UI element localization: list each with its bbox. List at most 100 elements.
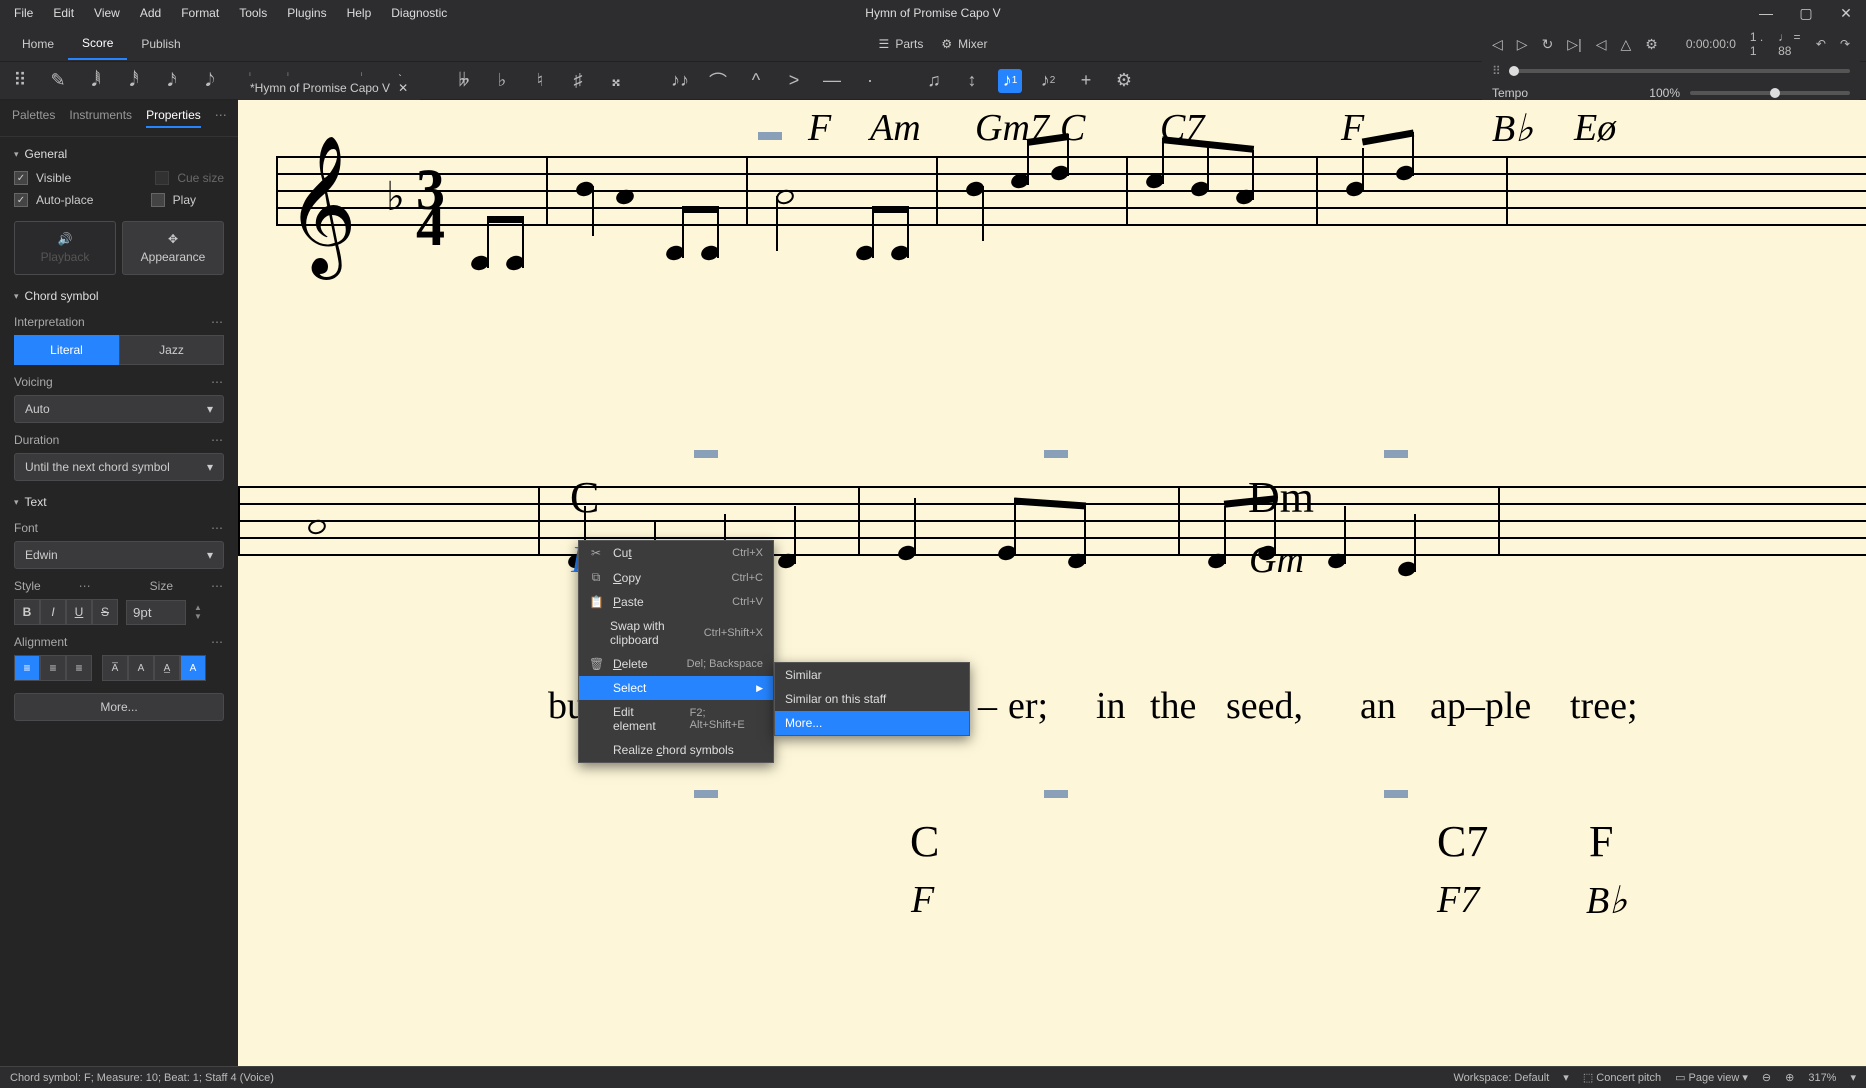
menu-add[interactable]: Add: [130, 2, 171, 24]
ctx-copy[interactable]: ⧉CopyCtrl+C: [579, 565, 773, 590]
chord-symbol[interactable]: C7: [1437, 816, 1488, 867]
document-tab[interactable]: *Hymn of Promise Capo V✕: [238, 76, 420, 100]
ctx-delete[interactable]: 🗑DeleteDel; Backspace: [579, 652, 773, 676]
menu-help[interactable]: Help: [337, 2, 382, 24]
flat-icon[interactable]: ♭: [490, 69, 514, 93]
lyric[interactable]: tree;: [1570, 684, 1638, 728]
tab-home[interactable]: Home: [8, 29, 68, 59]
ctx-edit-element[interactable]: Edit elementF2; Alt+Shift+E: [579, 700, 773, 738]
chord-symbol[interactable]: Gm7: [975, 106, 1049, 150]
size-up-icon[interactable]: ▲: [194, 603, 202, 612]
italic-button[interactable]: I: [40, 599, 66, 625]
tempo-slider[interactable]: [1690, 91, 1850, 95]
close-icon[interactable]: ✕: [1826, 5, 1866, 22]
loop-icon[interactable]: ↻: [1542, 36, 1554, 53]
voice-2-button[interactable]: ♪2: [1036, 69, 1060, 93]
menu-diagnostic[interactable]: Diagnostic: [381, 2, 457, 24]
gear-icon[interactable]: ⚙: [1112, 69, 1136, 93]
menu-view[interactable]: View: [84, 2, 130, 24]
note-16-icon[interactable]: 𝅘𝅥𝅯: [160, 69, 184, 93]
chord-symbol[interactable]: C7: [1160, 106, 1204, 150]
literal-option[interactable]: Literal: [14, 335, 119, 365]
redo-icon[interactable]: ↷: [1840, 37, 1850, 51]
visible-checkbox[interactable]: [14, 171, 28, 185]
slur-icon[interactable]: ⌒: [706, 69, 730, 93]
fast-forward-icon[interactable]: ▷|: [1567, 36, 1581, 53]
zoom-level[interactable]: 317%: [1808, 1072, 1836, 1084]
tab-instruments[interactable]: Instruments: [69, 108, 132, 128]
more-button[interactable]: More...: [14, 693, 224, 721]
maximize-icon[interactable]: ▢: [1786, 5, 1826, 22]
lyric[interactable]: in: [1096, 684, 1126, 728]
tenuto-icon[interactable]: —: [820, 69, 844, 93]
score-area[interactable]: *Hymn of Promise Capo V✕ 𝄞 ♭ 34: [238, 100, 1866, 1066]
tie-icon[interactable]: ♪♪: [668, 69, 692, 93]
settings-icon[interactable]: ⚙: [1645, 36, 1658, 53]
more-icon[interactable]: ⋯: [211, 579, 224, 593]
interpretation-segment[interactable]: Literal Jazz: [14, 335, 224, 365]
ctx-paste[interactable]: 📋PasteCtrl+V: [579, 590, 773, 614]
more-icon[interactable]: ⋯: [215, 108, 227, 128]
ctx-sub-more-[interactable]: More...: [775, 711, 969, 735]
system-handle[interactable]: [1384, 450, 1408, 458]
concert-pitch-toggle[interactable]: ⬚ Concert pitch: [1583, 1071, 1661, 1084]
size-input[interactable]: [126, 600, 186, 625]
duration-dropdown[interactable]: Until the next chord symbol▾: [14, 453, 224, 481]
chord-symbol[interactable]: Gm: [1249, 538, 1304, 582]
lyric[interactable]: er;: [1008, 684, 1048, 728]
chord-symbol[interactable]: C: [570, 472, 599, 523]
ctx-sub-similar[interactable]: Similar: [775, 663, 969, 687]
voicing-dropdown[interactable]: Auto▾: [14, 395, 224, 423]
more-icon[interactable]: ⋯: [211, 433, 224, 447]
natural-icon[interactable]: ♮: [528, 69, 552, 93]
lyric[interactable]: ap–ple: [1430, 684, 1531, 728]
double-sharp-icon[interactable]: 𝄪: [604, 69, 628, 93]
system-handle[interactable]: [1044, 790, 1068, 798]
tab-palettes[interactable]: Palettes: [12, 108, 55, 128]
chord-symbol[interactable]: F: [1341, 106, 1364, 150]
more-icon[interactable]: ⋯: [211, 635, 224, 649]
system-handle[interactable]: [1384, 790, 1408, 798]
tuplet-icon[interactable]: ♫: [922, 69, 946, 93]
chevron-down-icon[interactable]: ▾: [1850, 1071, 1856, 1084]
chord-symbol[interactable]: F: [911, 878, 934, 922]
jazz-option[interactable]: Jazz: [119, 335, 224, 365]
menu-plugins[interactable]: Plugins: [277, 2, 336, 24]
parts-button[interactable]: ☰Parts: [879, 37, 924, 51]
ctx-swap-with-clipboard[interactable]: Swap with clipboardCtrl+Shift+X: [579, 614, 773, 652]
lyric[interactable]: an: [1360, 684, 1396, 728]
grip-icon[interactable]: ⠿: [8, 69, 32, 93]
size-down-icon[interactable]: ▼: [194, 612, 202, 621]
system-handle[interactable]: [1044, 450, 1068, 458]
chord-symbol[interactable]: F: [808, 106, 831, 150]
close-tab-icon[interactable]: ✕: [398, 81, 408, 95]
voice-1-button[interactable]: ♪1: [998, 69, 1022, 93]
chord-symbol[interactable]: B♭: [1586, 878, 1627, 923]
score-page[interactable]: 𝄞 ♭ 34: [238, 100, 1866, 1066]
lyric[interactable]: the: [1150, 684, 1196, 728]
menu-format[interactable]: Format: [171, 2, 229, 24]
more-icon[interactable]: ⋯: [211, 315, 224, 329]
auto-place-checkbox[interactable]: [14, 193, 28, 207]
note-8-icon[interactable]: 𝅘𝅥𝅮: [198, 69, 222, 93]
chord-symbol[interactable]: C: [910, 816, 939, 867]
metronome-icon[interactable]: △: [1620, 36, 1631, 53]
note-64-icon[interactable]: 𝅘𝅥𝅱: [84, 69, 108, 93]
bold-button[interactable]: B: [14, 599, 40, 625]
sharp-icon[interactable]: ♯: [566, 69, 590, 93]
workspace-label[interactable]: Workspace: Default: [1454, 1072, 1550, 1084]
add-icon[interactable]: +: [1074, 69, 1098, 93]
tab-publish[interactable]: Publish: [127, 29, 194, 59]
more-icon[interactable]: ⋯: [211, 521, 224, 535]
menu-tools[interactable]: Tools: [229, 2, 277, 24]
system-handle[interactable]: [694, 450, 718, 458]
chord-symbol[interactable]: F: [1589, 816, 1613, 867]
page-view-toggle[interactable]: ▭ Page view ▾: [1675, 1071, 1748, 1084]
ctx-select[interactable]: Select▶: [579, 676, 773, 700]
marcato-icon[interactable]: ^: [744, 69, 768, 93]
align-center-button[interactable]: ≡: [40, 655, 66, 681]
valign-top-button[interactable]: A̅: [102, 655, 128, 681]
cue-size-checkbox[interactable]: [155, 171, 169, 185]
ctx-cut[interactable]: ✂CutCtrl+X: [579, 541, 773, 565]
section-chord-symbol[interactable]: Chord symbol: [0, 279, 238, 309]
